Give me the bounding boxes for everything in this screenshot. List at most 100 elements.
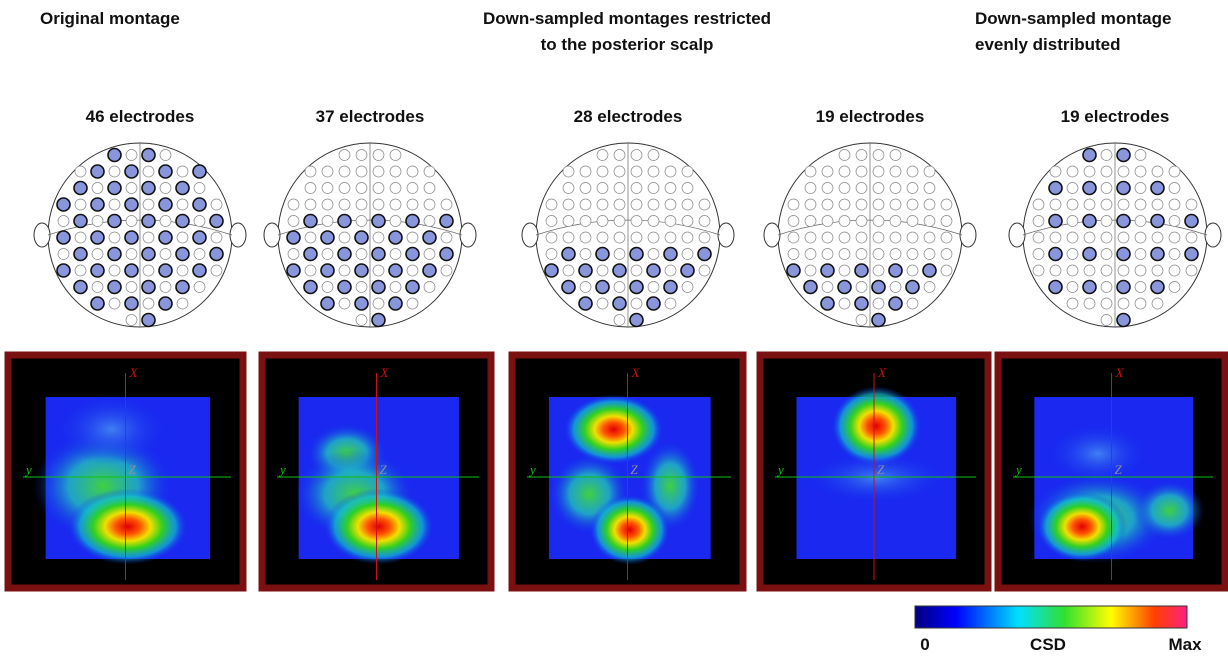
map-axis-label: y [776, 462, 784, 477]
electrode [872, 297, 885, 310]
electrode-selected [1082, 279, 1097, 295]
electrode-selected [888, 263, 903, 278]
electrode [855, 198, 868, 211]
electrode [906, 165, 919, 178]
electrode [647, 215, 660, 227]
electrode [321, 198, 334, 211]
electrode [562, 264, 575, 277]
electrode [804, 182, 817, 194]
electrode-selected [1048, 279, 1063, 295]
electrode [210, 231, 223, 244]
csd-blob [1134, 480, 1205, 541]
electrode [57, 215, 70, 227]
electrode [1134, 264, 1147, 277]
electrode [562, 215, 575, 227]
electrode-selected [337, 213, 352, 229]
ear [717, 222, 735, 248]
electrode [321, 215, 334, 227]
map-axis-label: X [129, 365, 139, 380]
electrode [1134, 297, 1147, 310]
electrode [423, 215, 436, 227]
electrode [389, 198, 402, 211]
electrode [1134, 248, 1147, 260]
electrode [1151, 165, 1164, 178]
electrode [940, 231, 953, 244]
electrode-selected [422, 230, 437, 245]
electrode [940, 264, 953, 277]
electrode-selected [544, 263, 559, 278]
electrode [630, 297, 643, 310]
electrode [613, 198, 626, 211]
map-axis-label: X [380, 365, 390, 380]
electrode [125, 149, 138, 161]
ear [1204, 222, 1222, 248]
electrode [176, 264, 189, 277]
electrode [1134, 165, 1147, 178]
electrode [304, 165, 317, 178]
electrode [855, 165, 868, 178]
electrode [440, 264, 453, 277]
electrode [821, 248, 834, 260]
electrode [423, 182, 436, 194]
electrode [838, 198, 851, 211]
electrode [355, 182, 368, 194]
electrode-selected [1048, 246, 1063, 262]
electrode [176, 297, 189, 310]
electrode [923, 165, 936, 178]
electrode [125, 281, 138, 293]
electrode [613, 165, 626, 178]
electrode-selected [107, 147, 122, 163]
electrode [1100, 297, 1113, 310]
electrode [681, 165, 694, 178]
electrode-selected [73, 279, 88, 295]
electrode [906, 198, 919, 211]
electrode [579, 281, 592, 293]
electrode [389, 182, 402, 194]
electrode-montage [521, 142, 735, 328]
electrode-selected [56, 263, 71, 278]
electrode-selected [192, 230, 207, 245]
electrode [613, 281, 626, 293]
electrode-selected [629, 312, 644, 328]
electrode [923, 281, 936, 293]
electrode [923, 198, 936, 211]
electrode [142, 165, 155, 178]
electrode [838, 149, 851, 161]
csd-blob [806, 453, 947, 503]
electrode [596, 149, 609, 161]
map-axis-label: X [877, 365, 887, 380]
electrode [440, 198, 453, 211]
electrode [940, 198, 953, 211]
electrode-selected [124, 164, 139, 179]
electrode [423, 281, 436, 293]
electrode [1100, 182, 1113, 194]
electrode [596, 215, 609, 227]
electrode-selected [1048, 180, 1063, 196]
electrode-selected [107, 246, 122, 262]
electrode [1066, 165, 1079, 178]
electrode-selected [124, 230, 139, 245]
electrode [406, 264, 419, 277]
scalp-line [1022, 143, 1208, 327]
electrode-selected [388, 296, 403, 311]
scalp-line [277, 143, 463, 327]
electrode-montage [763, 142, 977, 328]
csd-blob [1047, 423, 1148, 484]
electrode-selected [158, 197, 173, 212]
electrode-selected [388, 263, 403, 278]
electrode [355, 248, 368, 260]
electrode [389, 281, 402, 293]
electrode [906, 215, 919, 227]
electrode [1100, 248, 1113, 260]
scalp-line [535, 143, 721, 327]
electrode [304, 264, 317, 277]
electrode [159, 248, 172, 260]
electrode [355, 314, 368, 326]
electrode [855, 215, 868, 227]
electrode [838, 248, 851, 260]
electrode-selected [561, 279, 576, 295]
electrode [1083, 297, 1096, 310]
map-axis-label: Z [631, 462, 639, 477]
electrode [923, 248, 936, 260]
